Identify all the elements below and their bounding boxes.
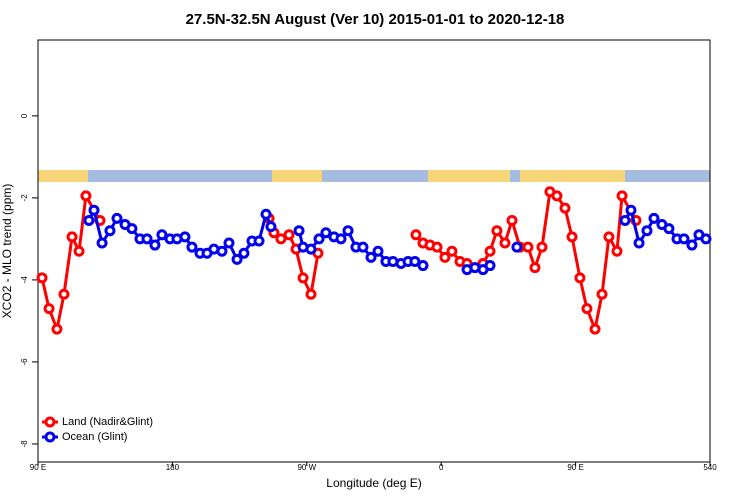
point bbox=[686, 239, 698, 251]
point bbox=[83, 214, 95, 226]
point bbox=[633, 237, 645, 249]
point bbox=[357, 241, 369, 253]
land-strip bbox=[38, 170, 88, 182]
point bbox=[566, 231, 578, 243]
point bbox=[342, 225, 354, 237]
point bbox=[283, 229, 295, 241]
legend-marker bbox=[44, 416, 56, 428]
point bbox=[320, 227, 332, 239]
point bbox=[551, 190, 563, 202]
point bbox=[409, 255, 421, 267]
point bbox=[260, 208, 272, 220]
x-tick-label: 90 W bbox=[297, 463, 316, 472]
point bbox=[663, 223, 675, 235]
y-tick-label: -2 bbox=[20, 194, 29, 202]
point bbox=[511, 241, 523, 253]
x-axis-label: Longitude (deg E) bbox=[326, 476, 421, 490]
x-tick-label: 0 bbox=[439, 463, 444, 472]
point bbox=[96, 237, 108, 249]
point bbox=[522, 241, 534, 253]
point bbox=[58, 288, 70, 300]
point bbox=[536, 241, 548, 253]
point bbox=[678, 233, 690, 245]
point bbox=[126, 223, 138, 235]
point bbox=[589, 323, 601, 335]
point bbox=[431, 241, 443, 253]
point bbox=[313, 233, 325, 245]
point bbox=[559, 202, 571, 214]
x-tick-label: 540 bbox=[703, 463, 717, 472]
point bbox=[506, 214, 518, 226]
point bbox=[446, 245, 458, 257]
point bbox=[603, 231, 615, 243]
point bbox=[305, 288, 317, 300]
point bbox=[417, 260, 429, 272]
point bbox=[611, 245, 623, 257]
point bbox=[156, 229, 168, 241]
legend-label: Land (Nadir&Glint) bbox=[62, 416, 153, 428]
point bbox=[51, 323, 63, 335]
point bbox=[625, 204, 637, 216]
point bbox=[700, 233, 712, 245]
point bbox=[275, 233, 287, 245]
land-strip bbox=[520, 170, 625, 182]
point bbox=[36, 272, 48, 284]
legend-marker bbox=[44, 431, 56, 443]
plot-frame bbox=[37, 39, 711, 463]
series-line bbox=[40, 189, 638, 335]
point bbox=[648, 212, 660, 224]
point bbox=[641, 225, 653, 237]
chart-title: 27.5N-32.5N August (Ver 10) 2015-01-01 t… bbox=[186, 11, 565, 28]
point bbox=[484, 245, 496, 257]
point bbox=[111, 212, 123, 224]
point bbox=[297, 272, 309, 284]
point bbox=[529, 262, 541, 274]
point bbox=[574, 272, 586, 284]
x-tick-label: 90 E bbox=[30, 463, 46, 472]
point bbox=[179, 231, 191, 243]
point bbox=[231, 253, 243, 265]
point bbox=[216, 245, 228, 257]
point bbox=[88, 204, 100, 216]
point bbox=[149, 239, 161, 251]
point bbox=[410, 229, 422, 241]
x-tick-label: 90 E bbox=[567, 463, 583, 472]
point bbox=[596, 288, 608, 300]
point bbox=[265, 221, 277, 233]
land-strip bbox=[428, 170, 510, 182]
land-strip bbox=[272, 170, 322, 182]
point bbox=[305, 243, 317, 255]
map-strip bbox=[38, 170, 710, 182]
point bbox=[253, 235, 265, 247]
point bbox=[335, 233, 347, 245]
point bbox=[439, 251, 451, 263]
point bbox=[66, 231, 78, 243]
point bbox=[372, 245, 384, 257]
point bbox=[186, 241, 198, 253]
y-tick-label: -4 bbox=[20, 276, 29, 284]
x-tick-label: 180 bbox=[166, 463, 180, 472]
point bbox=[365, 251, 377, 263]
y-tick-label: -8 bbox=[20, 440, 29, 448]
point bbox=[581, 303, 593, 315]
y-tick-label: 0 bbox=[20, 113, 29, 118]
point bbox=[43, 303, 55, 315]
point bbox=[223, 237, 235, 249]
legend-label: Ocean (Glint) bbox=[62, 431, 127, 443]
point bbox=[619, 214, 631, 226]
point bbox=[104, 225, 116, 237]
point bbox=[484, 260, 496, 272]
point bbox=[80, 190, 92, 202]
y-axis-label: XCO2 - MLO trend (ppm) bbox=[0, 184, 14, 319]
point bbox=[616, 190, 628, 202]
point bbox=[141, 233, 153, 245]
point bbox=[499, 237, 511, 249]
y-tick-label: -6 bbox=[20, 358, 29, 366]
point bbox=[238, 247, 250, 259]
point bbox=[491, 225, 503, 237]
point bbox=[293, 225, 305, 237]
point bbox=[73, 245, 85, 257]
